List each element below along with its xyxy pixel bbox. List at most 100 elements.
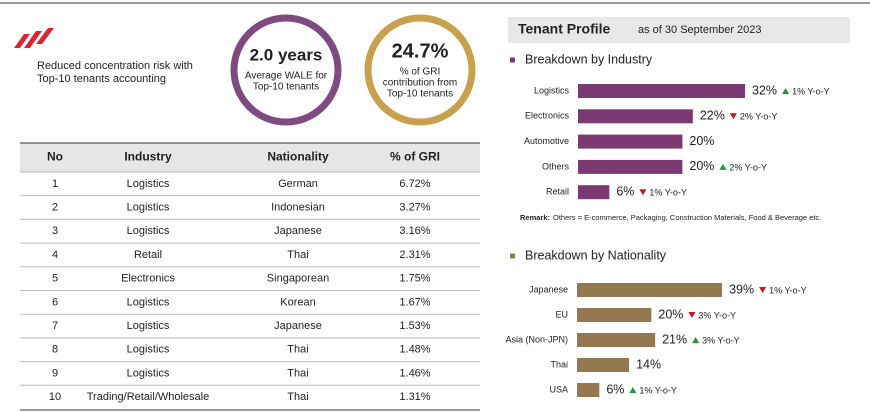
cell: 2.31% bbox=[399, 249, 430, 261]
category-label: Electronics bbox=[525, 111, 570, 121]
cell: Trading/Retail/Wholesale bbox=[87, 391, 209, 403]
cell: 8 bbox=[52, 344, 58, 356]
cell: 5 bbox=[52, 273, 58, 285]
cell: 2 bbox=[52, 201, 58, 213]
cell: Logistics bbox=[127, 296, 170, 308]
value-label: 39% bbox=[729, 282, 754, 296]
cell: 3 bbox=[52, 225, 58, 237]
value-label: 32% bbox=[752, 83, 777, 97]
cell: 3.16% bbox=[399, 225, 430, 237]
change-label: 1% Y-o-Y bbox=[649, 188, 687, 198]
bar bbox=[577, 283, 723, 297]
change-label: 1% Y-o-Y bbox=[639, 385, 677, 395]
change-label: 2% Y-o-Y bbox=[729, 162, 767, 172]
change-arrow bbox=[639, 189, 647, 196]
column-header: No bbox=[47, 150, 63, 164]
stat-value: 24.7% bbox=[392, 40, 449, 62]
cell: 3.27% bbox=[399, 201, 430, 213]
value-label: 6% bbox=[616, 184, 634, 198]
bar bbox=[578, 109, 693, 124]
cell: Thai bbox=[287, 249, 308, 261]
wale-ring bbox=[230, 14, 342, 126]
change-arrow bbox=[692, 337, 700, 343]
header-text: Top-10 tenants accounting bbox=[37, 73, 166, 85]
cell: Logistics bbox=[127, 320, 170, 332]
stat-value: 2.0 years bbox=[250, 45, 323, 64]
cell: Logistics bbox=[127, 178, 170, 190]
cell: 1 bbox=[52, 178, 58, 190]
change-arrow bbox=[782, 88, 790, 94]
change-arrow bbox=[729, 113, 737, 120]
title-bullet bbox=[510, 253, 515, 259]
value-label: 21% bbox=[662, 332, 687, 346]
category-label: Asia (Non-JPN) bbox=[505, 334, 568, 344]
logo bbox=[14, 28, 54, 48]
cell: Japanese bbox=[274, 225, 322, 237]
cell: Singaporean bbox=[267, 273, 329, 285]
cell: Japanese bbox=[274, 320, 322, 332]
change-arrow bbox=[759, 287, 767, 293]
table-header-bg bbox=[20, 143, 480, 172]
profile-date: as of 30 September 2023 bbox=[638, 24, 762, 36]
cell: 6.72% bbox=[399, 178, 430, 190]
bar bbox=[577, 333, 656, 347]
column-header: Industry bbox=[124, 150, 172, 164]
cell: Logistics bbox=[127, 201, 170, 213]
category-label: USA bbox=[549, 384, 568, 394]
change-label: 2% Y-o-Y bbox=[740, 112, 778, 122]
cell: 1.67% bbox=[399, 296, 430, 308]
column-header: Nationality bbox=[267, 150, 329, 164]
change-label: 1% Y-o-Y bbox=[792, 86, 830, 96]
stat-label: % of GRI bbox=[400, 67, 441, 78]
bar bbox=[578, 159, 683, 174]
category-label: EU bbox=[555, 309, 568, 319]
title-bullet bbox=[510, 57, 515, 63]
category-label: Retail bbox=[546, 187, 569, 197]
cell: Thai bbox=[287, 344, 308, 356]
category-label: Japanese bbox=[529, 284, 568, 294]
cell: Thai bbox=[287, 391, 308, 403]
cell: 4 bbox=[52, 249, 58, 261]
cell: Indonesian bbox=[271, 201, 325, 213]
gri-ring bbox=[364, 14, 476, 126]
category-label: Thai bbox=[550, 359, 568, 369]
value-label: 20% bbox=[658, 307, 683, 321]
category-label: Others bbox=[542, 161, 570, 171]
remark-label: Remark: bbox=[520, 213, 550, 222]
category-label: Logistics bbox=[534, 85, 570, 95]
bar bbox=[577, 358, 630, 372]
stat-label: Top-10 tenants bbox=[387, 89, 453, 100]
cell: 1.46% bbox=[399, 367, 430, 379]
remark: Others = E-commerce, Packaging, Construc… bbox=[553, 213, 821, 222]
change-label: 3% Y-o-Y bbox=[702, 335, 740, 345]
column-header: % of GRI bbox=[390, 150, 440, 164]
cell: Korean bbox=[280, 296, 315, 308]
header-text: Reduced concentration risk with bbox=[37, 60, 193, 72]
value-label: 22% bbox=[700, 109, 725, 123]
cell: 1.31% bbox=[399, 391, 430, 403]
value-label: 20% bbox=[689, 159, 714, 173]
value-label: 20% bbox=[689, 134, 714, 148]
chart-title: Breakdown by Industry bbox=[525, 52, 653, 66]
bar bbox=[578, 185, 610, 200]
bar bbox=[578, 84, 746, 98]
cell: Logistics bbox=[127, 225, 170, 237]
chart-title: Breakdown by Nationality bbox=[525, 248, 667, 262]
stat-label: Top-10 tenants bbox=[253, 82, 319, 93]
cell: Logistics bbox=[127, 344, 170, 356]
change-arrow bbox=[719, 163, 727, 170]
cell: 1.53% bbox=[399, 320, 430, 332]
cell: 1.75% bbox=[399, 273, 430, 285]
category-label: Automotive bbox=[524, 136, 569, 146]
value-label: 6% bbox=[606, 382, 624, 396]
cell: Retail bbox=[134, 249, 162, 261]
cell: German bbox=[278, 178, 318, 190]
bar bbox=[577, 383, 600, 397]
profile-header bbox=[508, 17, 850, 43]
change-label: 1% Y-o-Y bbox=[769, 285, 807, 295]
cell: 10 bbox=[49, 391, 61, 403]
cell: 1.48% bbox=[399, 344, 430, 356]
cell: Thai bbox=[287, 367, 308, 379]
change-label: 3% Y-o-Y bbox=[698, 310, 736, 320]
